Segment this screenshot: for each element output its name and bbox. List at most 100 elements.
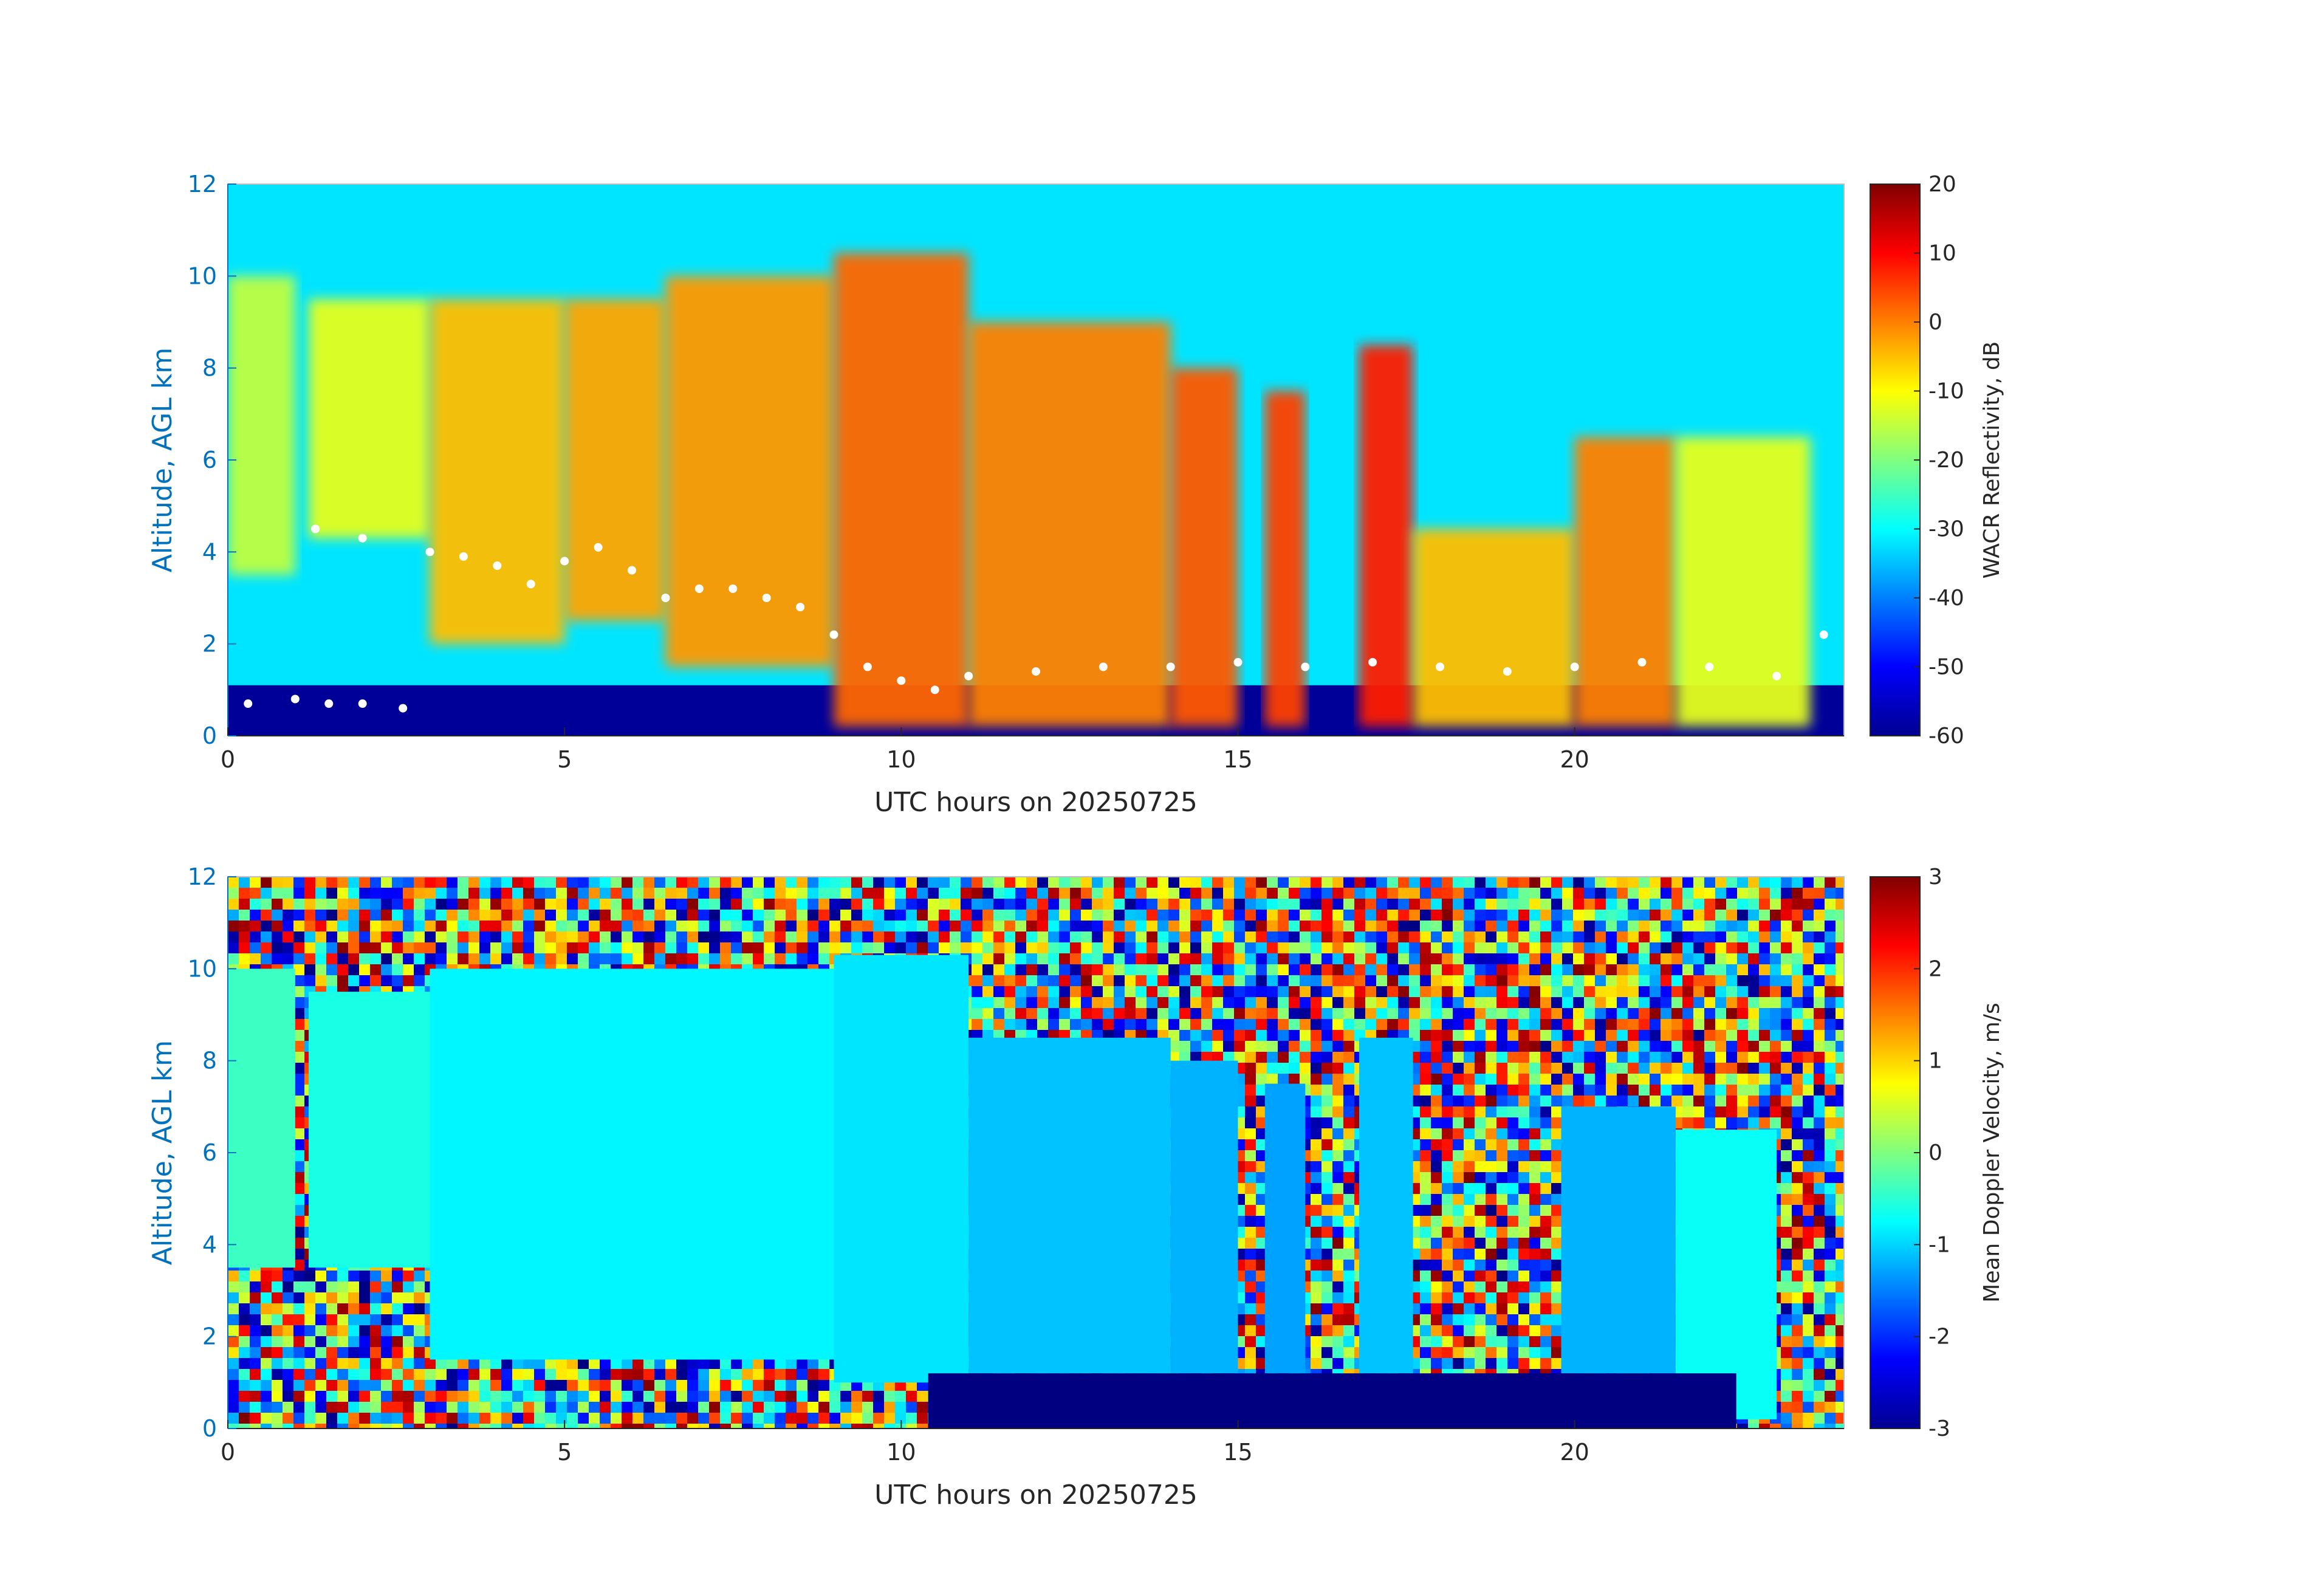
noise-cell [1453, 953, 1464, 964]
noise-cell [1781, 1172, 1792, 1183]
noise-cell [1212, 877, 1223, 888]
noise-cell [414, 975, 425, 986]
noise-cell [1529, 1063, 1540, 1074]
noise-cell [315, 921, 326, 931]
noise-cell [512, 899, 523, 910]
noise-cell [600, 899, 611, 910]
noise-cell [1059, 877, 1070, 888]
noise-cell [982, 888, 993, 899]
noise-cell [1551, 1227, 1562, 1238]
noise-cell [1037, 899, 1048, 910]
noise-cell [1792, 1008, 1803, 1019]
noise-cell [326, 964, 337, 975]
noise-cell [1267, 1063, 1278, 1074]
noise-cell [1136, 953, 1147, 964]
noise-cell [1157, 921, 1168, 931]
noise-cell [1464, 953, 1475, 964]
cloud-base-point [796, 603, 805, 612]
noise-cell [1234, 997, 1245, 1008]
noise-cell [1114, 899, 1125, 910]
noise-cell [578, 931, 589, 942]
noise-cell [1212, 921, 1223, 931]
noise-cell [1792, 1052, 1803, 1063]
noise-cell [392, 931, 403, 942]
noise-cell [1245, 877, 1256, 888]
noise-cell [1682, 975, 1693, 986]
noise-cell [917, 921, 928, 931]
noise-cell [1365, 1008, 1376, 1019]
noise-cell [1737, 942, 1748, 953]
cloud-base-point [762, 594, 771, 602]
noise-cell [1661, 888, 1671, 899]
noise-cell [1584, 899, 1595, 910]
noise-cell [1311, 1205, 1321, 1216]
noise-cell [1136, 942, 1147, 953]
noise-cell [1037, 910, 1048, 921]
noise-cell [1376, 986, 1387, 997]
noise-cell [283, 931, 293, 942]
noise-cell [1825, 899, 1836, 910]
noise-cell [545, 899, 556, 910]
noise-cell [1486, 1030, 1496, 1041]
noise-cell [1234, 899, 1245, 910]
noise-cell [1507, 975, 1518, 986]
noise-cell [1606, 942, 1617, 953]
noise-cell [1650, 899, 1661, 910]
noise-cell [1234, 1041, 1245, 1052]
noise-cell [1311, 1096, 1321, 1106]
noise-cell [1289, 997, 1300, 1008]
noise-cell [228, 953, 239, 964]
noise-cell [370, 931, 381, 942]
noise-cell [1300, 964, 1311, 975]
noise-cell [1562, 1085, 1573, 1096]
noise-cell [1814, 1150, 1825, 1161]
noise-cell [775, 888, 786, 899]
noise-cell [1212, 1030, 1223, 1041]
noise-cell [1442, 1205, 1453, 1216]
noise-cell [250, 931, 261, 942]
noise-cell [1332, 1150, 1343, 1161]
cloud-base-point [324, 699, 334, 708]
noise-cell [1726, 1117, 1737, 1128]
noise-cell [1311, 1106, 1321, 1117]
noise-cell [1770, 1052, 1781, 1063]
noise-cell [1245, 1205, 1256, 1216]
noise-cell [1212, 899, 1223, 910]
noise-cell [1584, 997, 1595, 1008]
noise-cell [1278, 888, 1289, 899]
noise-cell [982, 877, 993, 888]
noise-cell [1661, 1052, 1671, 1063]
noise-cell [1606, 953, 1617, 964]
noise-cell [1179, 1041, 1190, 1052]
noise-cell [1836, 953, 1844, 964]
noise-cell [1781, 1052, 1792, 1063]
noise-cell [1409, 877, 1420, 888]
noise-cell [709, 899, 720, 910]
noise-cell [1628, 1030, 1639, 1041]
noise-cell [600, 931, 611, 942]
noise-cell [304, 910, 315, 921]
noise-cell [1420, 1041, 1431, 1052]
noise-cell [1814, 964, 1825, 975]
noise-cell [1781, 1085, 1792, 1096]
noise-cell [1289, 1063, 1300, 1074]
noise-cell [1431, 975, 1442, 986]
noise-cell [1737, 1008, 1748, 1019]
noise-cell [304, 964, 315, 975]
noise-cell [1693, 899, 1704, 910]
noise-cell [993, 997, 1004, 1008]
noise-cell [1584, 921, 1595, 931]
noise-cell [1234, 888, 1245, 899]
noise-cell [436, 921, 447, 931]
noise-cell [1825, 1041, 1836, 1052]
noise-cell [436, 877, 447, 888]
noise-cell [1321, 1019, 1332, 1030]
noise-cell [468, 953, 479, 964]
noise-cell [1661, 1019, 1671, 1030]
noise-cell [567, 910, 578, 921]
noise-cell [1682, 888, 1693, 899]
noise-cell [1715, 1052, 1726, 1063]
noise-cell [1606, 1041, 1617, 1052]
noise-cell [1671, 1041, 1682, 1052]
noise-cell [1442, 888, 1453, 899]
